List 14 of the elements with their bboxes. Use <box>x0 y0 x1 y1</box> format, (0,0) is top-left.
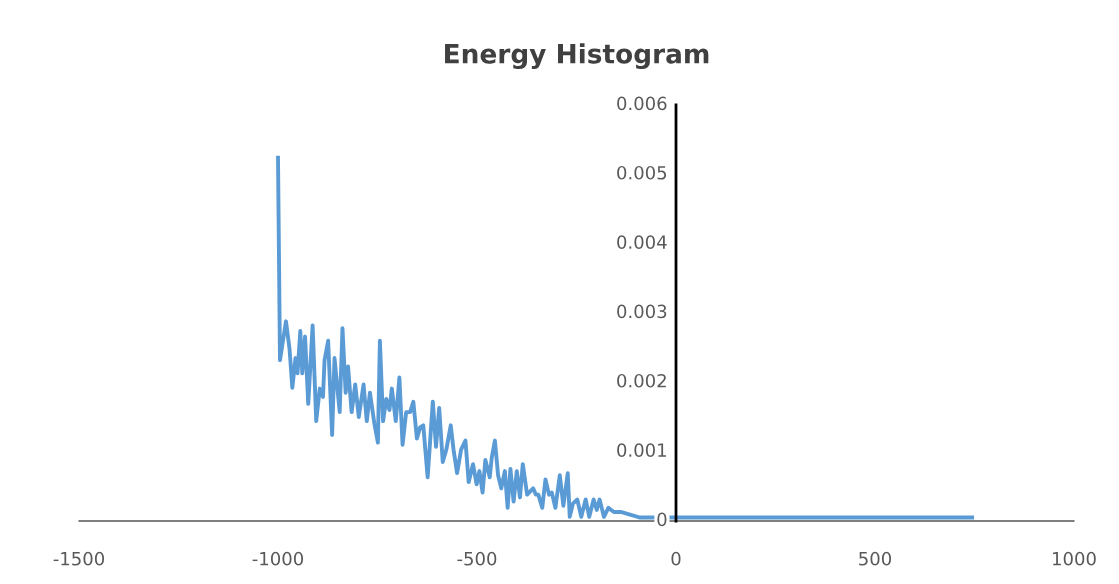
y-tick-label: 0.003 <box>617 304 667 319</box>
x-tick-label: -500 <box>457 551 497 566</box>
x-tick-label: -1500 <box>53 551 105 566</box>
y-tick-label: 0.004 <box>617 235 667 249</box>
x-tick-label: -1000 <box>252 551 304 566</box>
y-tick-label: 0.005 <box>617 165 667 180</box>
x-tick-label: 500 <box>859 551 892 566</box>
y-tick-label: 0.001 <box>617 443 666 457</box>
x-tick-label: 1000 <box>1053 551 1096 566</box>
y-tick-label: 0.006 <box>617 96 667 111</box>
x-tick-label: 0 <box>671 551 681 566</box>
y-tick-label: 0.002 <box>617 373 666 388</box>
chart-title: Energy Histogram <box>445 43 709 70</box>
y-tick-label: 0 <box>657 512 667 527</box>
